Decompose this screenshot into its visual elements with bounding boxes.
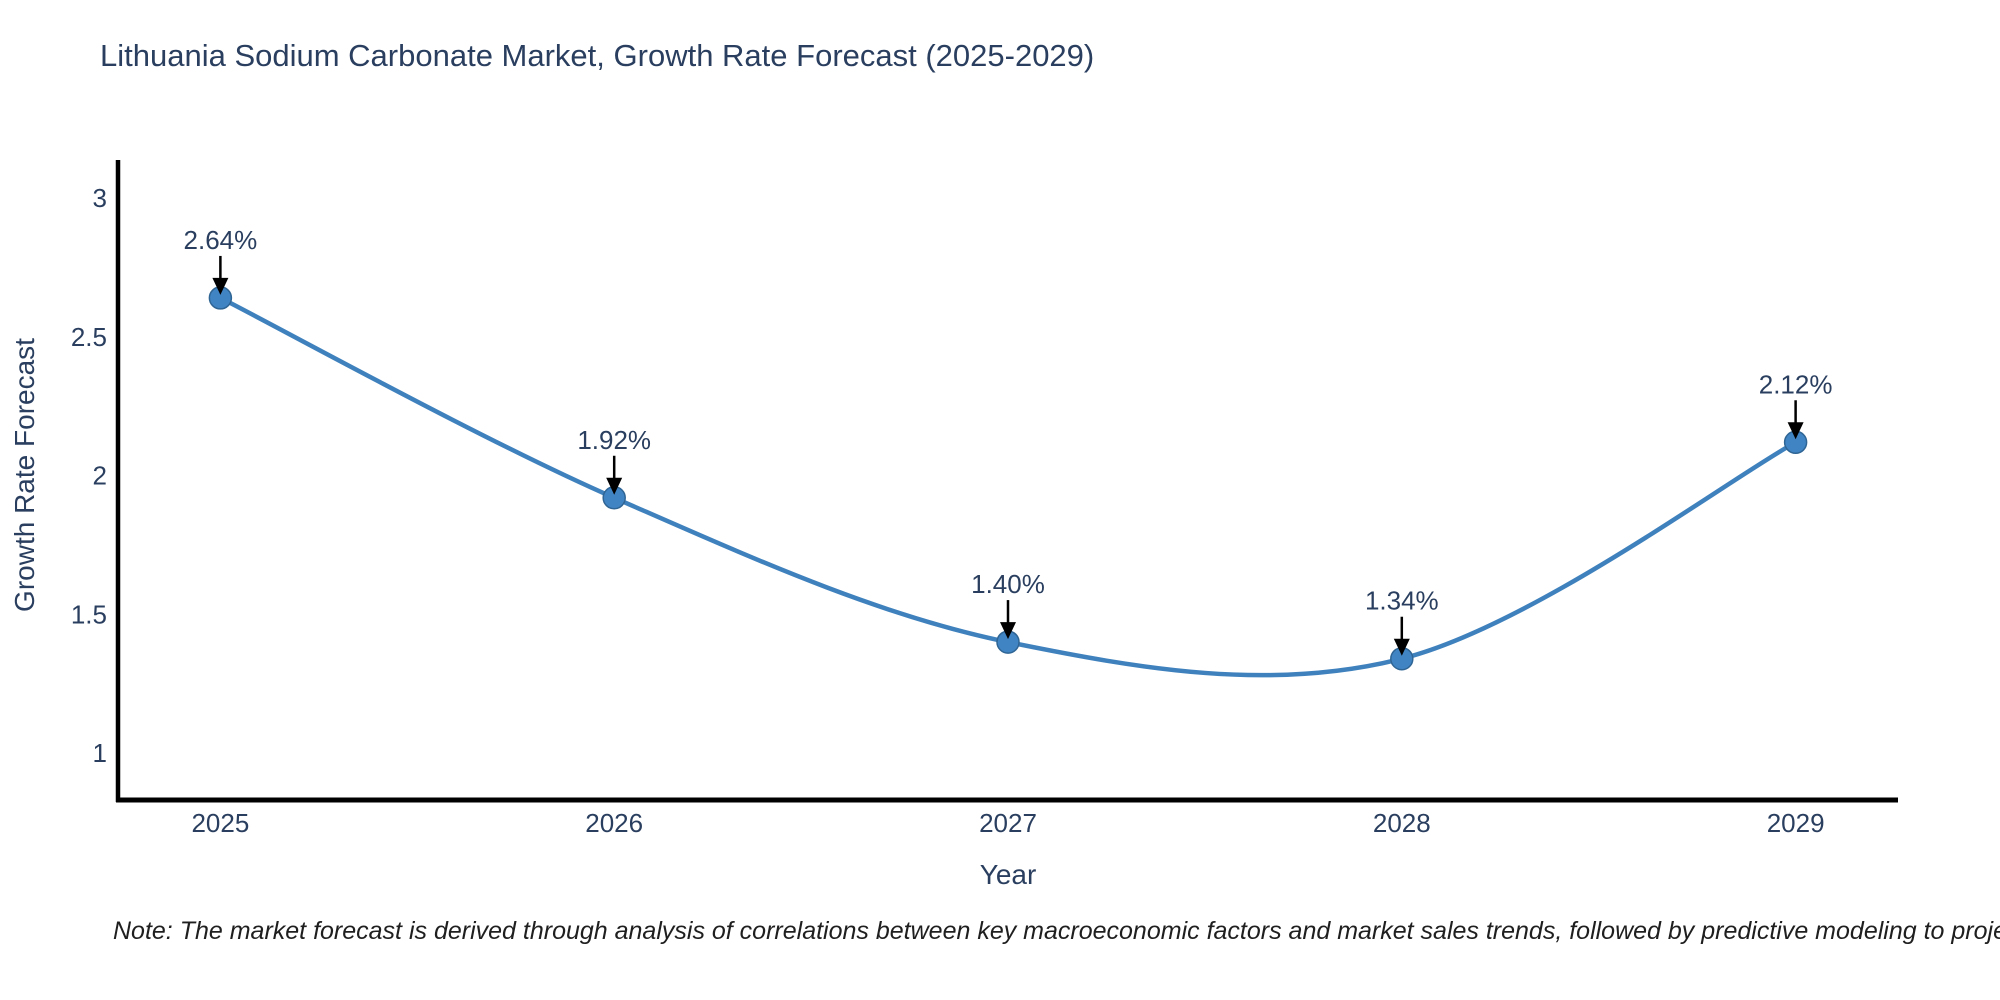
x-tick-label: 2028	[1373, 808, 1431, 838]
footnote: Note: The market forecast is derived thr…	[113, 917, 2000, 945]
x-tick-label: 2026	[585, 808, 643, 838]
x-tick-label: 2027	[979, 808, 1037, 838]
y-tick-label: 1.5	[71, 599, 107, 629]
y-tick-label: 1	[93, 738, 107, 768]
y-tick-label: 2.5	[71, 322, 107, 352]
annotation-arrowhead-icon	[1787, 422, 1804, 440]
annotation-arrowhead-icon	[606, 477, 623, 495]
y-tick-label: 3	[93, 183, 107, 213]
data-point-label: 1.92%	[577, 425, 651, 455]
annotation-arrowhead-icon	[1000, 622, 1016, 640]
data-point-label: 2.64%	[184, 225, 258, 255]
chart-title: Lithuania Sodium Carbonate Market, Growt…	[100, 38, 1095, 73]
y-tick-label: 2	[93, 461, 107, 491]
annotation-arrowhead-icon	[1393, 638, 1410, 656]
data-point-label: 2.12%	[1759, 369, 1833, 399]
data-point-label: 1.34%	[1365, 586, 1439, 616]
x-axis-title: Year	[979, 859, 1037, 890]
data-point-label: 1.40%	[971, 569, 1045, 599]
x-tick-label: 2025	[191, 808, 249, 838]
annotation-arrowhead-icon	[212, 277, 229, 295]
y-axis-title: Growth Rate Forecast	[9, 338, 40, 612]
x-tick-label: 2029	[1767, 808, 1825, 838]
